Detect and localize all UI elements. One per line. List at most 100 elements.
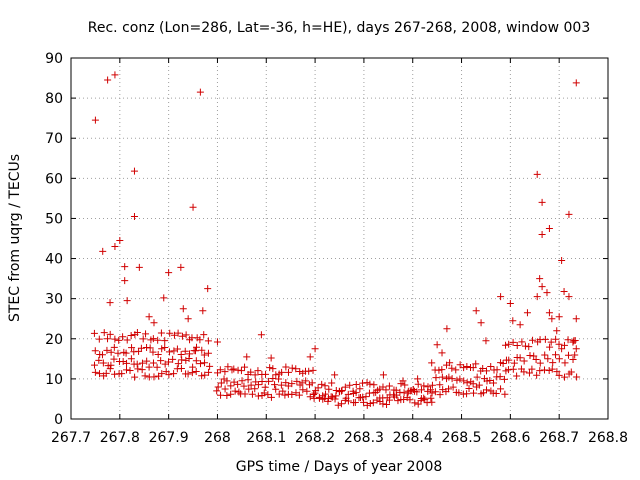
- data-point: [123, 336, 131, 344]
- data-point: [428, 381, 436, 389]
- y-tick-label: 90: [45, 51, 63, 67]
- data-point: [91, 368, 99, 376]
- data-point: [122, 349, 130, 357]
- data-point: [133, 328, 141, 336]
- chart-title: Rec. conz (Lon=286, Lat=-36, h=HE), days…: [88, 20, 590, 36]
- data-point: [385, 382, 393, 390]
- grid: [71, 58, 608, 419]
- data-point: [479, 389, 487, 397]
- data-point: [555, 340, 563, 348]
- y-tick-label: 20: [45, 332, 63, 348]
- data-point: [363, 401, 371, 409]
- data-point: [91, 361, 99, 369]
- data-point: [558, 257, 566, 265]
- data-point: [106, 365, 114, 373]
- data-point: [267, 354, 275, 362]
- data-point: [161, 337, 169, 345]
- data-point: [453, 376, 461, 384]
- data-point: [536, 367, 544, 375]
- data-point: [311, 345, 319, 353]
- data-point: [213, 338, 221, 346]
- data-point: [552, 335, 560, 343]
- data-point: [460, 364, 468, 372]
- data-point: [496, 373, 504, 381]
- data-point: [360, 398, 368, 406]
- data-point: [573, 373, 581, 381]
- data-point: [572, 345, 580, 353]
- data-point: [420, 382, 428, 390]
- data-point: [279, 387, 287, 395]
- data-point: [482, 337, 490, 345]
- data-point: [204, 337, 212, 345]
- data-point: [321, 390, 329, 398]
- data-point: [145, 363, 153, 371]
- data-point: [115, 336, 123, 344]
- data-point: [206, 362, 214, 370]
- data-point: [370, 381, 378, 389]
- data-point: [157, 357, 165, 365]
- data-point: [516, 354, 524, 362]
- data-point: [213, 387, 221, 395]
- data-point: [111, 71, 119, 79]
- data-point: [543, 289, 551, 297]
- data-point: [553, 368, 561, 376]
- data-point: [571, 351, 579, 359]
- data-point: [235, 388, 243, 396]
- data-point: [520, 357, 528, 365]
- data-point: [541, 335, 549, 343]
- data-point: [455, 389, 463, 397]
- data-points: [90, 71, 581, 409]
- data-point: [223, 377, 231, 385]
- data-point: [91, 116, 99, 124]
- data-point: [264, 391, 272, 399]
- data-point: [414, 375, 422, 383]
- data-point: [482, 367, 490, 375]
- data-point: [110, 343, 118, 351]
- data-point: [201, 371, 209, 379]
- data-point: [445, 385, 453, 393]
- data-point: [254, 392, 262, 400]
- data-point: [483, 386, 490, 394]
- data-point: [237, 367, 245, 375]
- data-point: [536, 359, 544, 367]
- data-point: [529, 336, 537, 344]
- data-point: [196, 360, 204, 368]
- data-point: [299, 386, 307, 394]
- x-tick-label: 267.7: [51, 430, 91, 446]
- data-point: [560, 341, 568, 349]
- data-point: [142, 330, 150, 338]
- data-point: [456, 375, 464, 383]
- data-point: [198, 372, 206, 380]
- data-point: [141, 372, 149, 380]
- data-point: [165, 269, 173, 277]
- x-tick-label: 268.4: [393, 430, 433, 446]
- data-point: [201, 359, 209, 367]
- data-point: [533, 293, 541, 301]
- data-point: [477, 319, 485, 327]
- data-point: [538, 230, 546, 238]
- data-point: [520, 368, 528, 376]
- data-point: [170, 370, 178, 378]
- data-point: [272, 385, 280, 393]
- data-point: [530, 352, 538, 360]
- data-point: [261, 383, 269, 391]
- data-point: [518, 338, 526, 346]
- x-tick-label: 268.6: [490, 430, 530, 446]
- data-point: [545, 224, 553, 232]
- data-point: [548, 315, 556, 323]
- data-point: [189, 363, 197, 371]
- data-point: [177, 263, 185, 271]
- data-point: [572, 79, 580, 87]
- y-tick-label: 50: [45, 211, 63, 227]
- data-point: [106, 299, 114, 307]
- data-point: [119, 358, 127, 366]
- data-point: [321, 382, 329, 390]
- data-point: [106, 330, 114, 338]
- data-point: [469, 380, 477, 388]
- data-point: [420, 394, 428, 402]
- data-point: [569, 355, 577, 363]
- data-point: [528, 365, 536, 373]
- data-point: [271, 381, 279, 389]
- data-point: [379, 371, 387, 379]
- x-tick-label: 267.9: [149, 430, 189, 446]
